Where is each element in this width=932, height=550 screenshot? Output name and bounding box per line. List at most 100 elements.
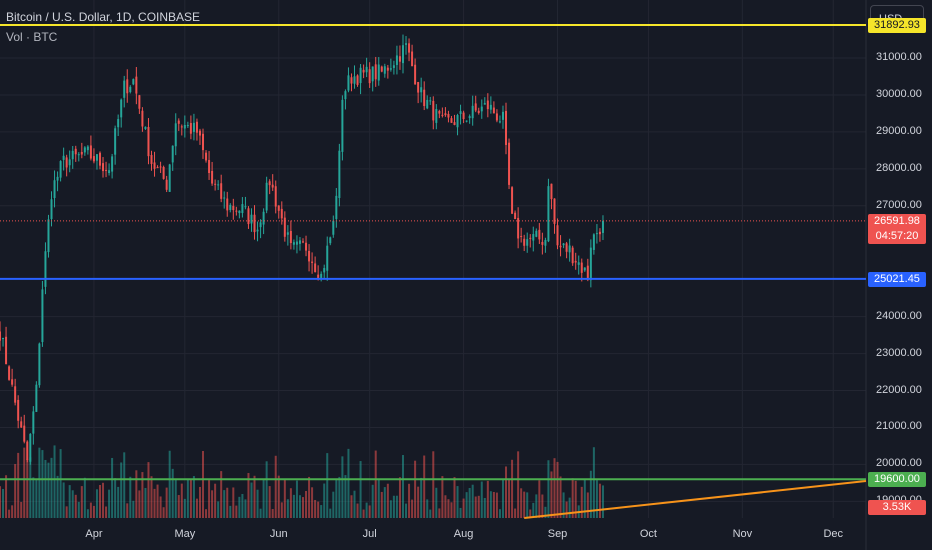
volume-bar bbox=[341, 456, 344, 518]
candle-body bbox=[98, 152, 101, 166]
time-axis-tick: Sep bbox=[547, 528, 568, 540]
volume-bar bbox=[68, 485, 71, 518]
volume-bar bbox=[441, 476, 444, 518]
candle-body bbox=[462, 112, 465, 120]
volume-bar bbox=[23, 447, 26, 518]
candle-body bbox=[589, 247, 592, 281]
candle-body bbox=[498, 121, 501, 123]
candle-body bbox=[289, 230, 292, 244]
volume-bar bbox=[350, 495, 353, 518]
candle-body bbox=[568, 245, 571, 253]
volume-bar bbox=[468, 487, 471, 518]
volume-bar bbox=[298, 495, 301, 518]
volume-bar bbox=[453, 477, 456, 518]
candle-body bbox=[438, 111, 441, 114]
volume-bar bbox=[495, 492, 498, 518]
candle-body bbox=[426, 99, 429, 109]
candle-body bbox=[26, 441, 29, 460]
candle-body bbox=[295, 241, 298, 245]
volume-bar bbox=[29, 457, 32, 518]
candle-body bbox=[8, 366, 11, 380]
volume-bar bbox=[368, 505, 371, 518]
volume-bar bbox=[105, 506, 108, 518]
time-axis-tick: Dec bbox=[823, 528, 844, 540]
candle-body bbox=[389, 68, 392, 70]
volume-bar bbox=[535, 494, 538, 518]
volume-bar bbox=[583, 479, 586, 518]
volume-bar bbox=[192, 476, 195, 518]
volume-bar bbox=[165, 487, 168, 518]
volume-bar bbox=[183, 498, 186, 518]
volume-bar bbox=[395, 495, 398, 518]
volume-bar bbox=[541, 494, 544, 518]
candle-body bbox=[20, 421, 23, 428]
candle-body bbox=[132, 79, 135, 85]
volume-bar bbox=[44, 459, 47, 518]
volume-bar bbox=[277, 475, 280, 518]
candle-body bbox=[577, 262, 580, 265]
candle-body bbox=[465, 120, 468, 122]
price-axis-tick: 27000.00 bbox=[876, 198, 922, 211]
volume-bar bbox=[411, 499, 414, 518]
volume-bar bbox=[414, 460, 417, 518]
volume-bar bbox=[286, 499, 289, 518]
volume-bar bbox=[305, 490, 308, 518]
volume-bar bbox=[398, 477, 401, 518]
volume-bar bbox=[498, 509, 501, 518]
candle-body bbox=[383, 66, 386, 74]
volume-bar bbox=[38, 447, 41, 518]
volume-bar bbox=[259, 508, 262, 518]
candle-body bbox=[447, 113, 450, 118]
candle-body bbox=[89, 145, 92, 159]
chart-legend-title: Bitcoin / U.S. Dollar, 1D, COINBASE bbox=[6, 10, 201, 24]
volume-bar bbox=[102, 482, 105, 518]
candle-body bbox=[50, 199, 53, 220]
candle-body bbox=[83, 147, 86, 153]
candle-body bbox=[277, 205, 280, 211]
volume-bar bbox=[586, 492, 589, 518]
volume-bar bbox=[483, 497, 486, 518]
volume-bar bbox=[26, 458, 29, 518]
volume-bar bbox=[408, 483, 411, 518]
volume-bar bbox=[2, 488, 5, 518]
volume-bar bbox=[347, 448, 350, 518]
volume-bar bbox=[320, 505, 323, 518]
volume-bar bbox=[444, 495, 447, 518]
candle-body bbox=[205, 152, 208, 161]
volume-bar bbox=[129, 476, 132, 518]
volume-bar bbox=[447, 499, 450, 518]
volume-bar bbox=[326, 453, 329, 518]
time-axis-tick: Jul bbox=[362, 528, 377, 540]
time-axis-tick: May bbox=[174, 528, 196, 540]
volume-bar bbox=[329, 508, 332, 518]
volume-bar bbox=[89, 502, 92, 518]
price-axis-tick: 23000.00 bbox=[876, 346, 922, 359]
volume-bar bbox=[50, 457, 53, 518]
candle-body bbox=[308, 250, 311, 262]
volume-bar bbox=[371, 484, 374, 518]
volume-bar bbox=[198, 486, 201, 518]
volume-bar bbox=[126, 503, 129, 518]
volume-bar bbox=[456, 486, 459, 518]
volume-bar bbox=[195, 498, 198, 518]
candles bbox=[0, 34, 604, 465]
volume-bar bbox=[589, 470, 592, 518]
volume-bar bbox=[559, 476, 562, 518]
volume-bar bbox=[14, 464, 17, 518]
volume-bar bbox=[332, 491, 335, 518]
volume-bar bbox=[544, 506, 547, 518]
volume-bar bbox=[562, 492, 565, 518]
candle-body bbox=[165, 179, 168, 190]
candle-body bbox=[5, 336, 8, 365]
volume-bar bbox=[250, 482, 253, 518]
candle-body bbox=[286, 232, 289, 235]
volume-bar bbox=[256, 489, 259, 518]
candle-body bbox=[311, 261, 314, 263]
candle-body bbox=[320, 273, 323, 279]
candle-body bbox=[350, 77, 353, 84]
candle-body bbox=[123, 80, 126, 98]
candle-body bbox=[247, 208, 250, 225]
volume-bar bbox=[135, 470, 138, 518]
time-axis-tick: Oct bbox=[639, 528, 657, 540]
